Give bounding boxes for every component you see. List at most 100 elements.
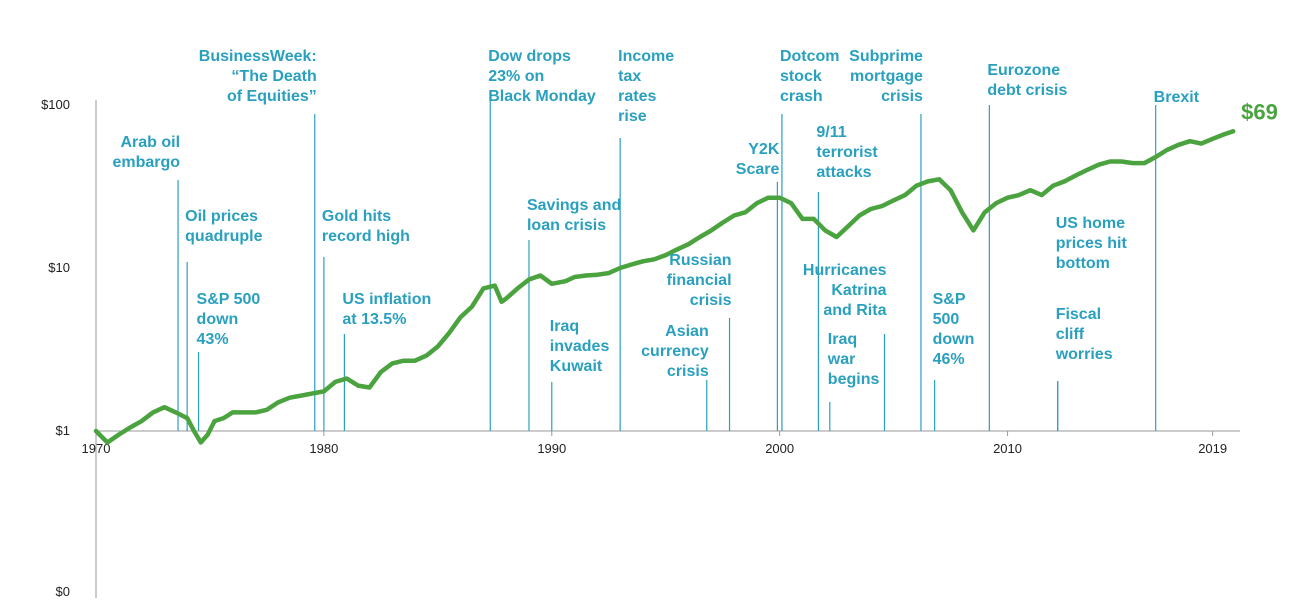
annotation-label: S&P 500 down 46% xyxy=(933,291,975,368)
x-tick-label: 2019 xyxy=(1198,441,1227,456)
annotation-label-line: Dow drops xyxy=(488,48,571,65)
annotation-label-line: crisis xyxy=(667,363,709,380)
annotation-label-line: Hurricanes xyxy=(803,262,887,279)
annotation-label-line: crisis xyxy=(881,88,923,105)
annotation-label: Asian currency crisis xyxy=(641,323,709,380)
annotation-label-line: and Rita xyxy=(823,302,886,319)
series-line xyxy=(93,129,1236,445)
annotation-label-line: down xyxy=(197,311,239,328)
annotation-lines xyxy=(177,100,1157,431)
annotation-label-line: 500 xyxy=(933,311,960,328)
annotation-label-line: Katrina xyxy=(831,282,886,299)
annotation-label: US inflation at 13.5% xyxy=(342,291,431,328)
annotation-label-line: Income xyxy=(618,48,674,65)
y-tick-label: $1 xyxy=(56,423,70,438)
annotation-label-line: cliff xyxy=(1056,326,1085,343)
annotation-label-line: rise xyxy=(618,108,647,125)
annotation-label-line: Gold hits xyxy=(322,208,391,225)
annotation-label-line: of Equities” xyxy=(227,88,317,105)
annotation-label-line: 43% xyxy=(197,331,229,348)
annotation-label-line: 46% xyxy=(933,351,965,368)
annotation-label: Iraq war begins xyxy=(827,331,880,388)
annotation-label-line: quadruple xyxy=(185,228,262,245)
annotation-label-line: debt crisis xyxy=(987,82,1067,99)
y-tick-label: $10 xyxy=(48,260,70,275)
annotation-label-line: Fiscal xyxy=(1056,306,1101,323)
annotation-label: Iraq invades Kuwait xyxy=(550,318,610,375)
annotation-label-line: Asian xyxy=(665,323,709,340)
annotation-label-line: stock xyxy=(780,68,822,85)
x-tick-label: 1970 xyxy=(82,441,111,456)
annotation-label-line: Iraq xyxy=(550,318,579,335)
annotation-label-line: Y2K xyxy=(748,141,780,158)
annotation-label-line: worries xyxy=(1055,346,1113,363)
annotation-label-line: tax xyxy=(618,68,641,85)
annotation-label-line: rates xyxy=(618,88,656,105)
annotation-label-line: 9/11 xyxy=(816,124,846,141)
annotation-label: Subprime mortgage crisis xyxy=(849,48,923,105)
annotation-label-line: terrorist xyxy=(816,144,878,161)
annotation-label-line: at 13.5% xyxy=(342,311,406,328)
annotation-label-line: S&P 500 xyxy=(197,291,261,308)
annotation-label-line: “The Death xyxy=(231,68,316,85)
annotation-label-line: Scare xyxy=(736,161,780,178)
annotation-label-line: Oil prices xyxy=(185,208,258,225)
annotation-label-line: down xyxy=(933,331,975,348)
annotation-label: Gold hits record high xyxy=(322,208,410,245)
annotation-label-line: Brexit xyxy=(1154,89,1200,106)
annotation-label-line: bottom xyxy=(1056,255,1110,272)
annotation-label-line: Iraq xyxy=(828,331,857,348)
annotation-label-line: loan crisis xyxy=(527,217,606,234)
series xyxy=(93,129,1236,445)
x-tick-label: 2010 xyxy=(993,441,1022,456)
annotation-label-line: invades xyxy=(550,338,610,355)
annotation-label-line: crisis xyxy=(690,292,732,309)
annotation-label-line: 23% on xyxy=(488,68,544,85)
annotation-label-line: war xyxy=(827,351,856,368)
annotation-label-line: US inflation xyxy=(342,291,431,308)
y-tick-label: $0 xyxy=(56,584,70,599)
annotation-label-line: Black Monday xyxy=(488,88,596,105)
annotation-label: Eurozone debt crisis xyxy=(987,62,1067,99)
annotation-label-line: Dotcom xyxy=(780,48,840,65)
annotation-label: Russian financial crisis xyxy=(667,252,732,309)
annotation-label-line: US home xyxy=(1056,215,1125,232)
annotation-label: Dotcom stock crash xyxy=(780,48,840,105)
annotation-label-line: record high xyxy=(322,228,410,245)
annotation-label-line: currency xyxy=(641,343,709,360)
annotation-label-line: BusinessWeek: xyxy=(199,48,317,65)
annotation-labels: Arab oil embargo Oil prices quadruple S&P 50… xyxy=(112,48,1199,388)
annotation-label-line: Subprime xyxy=(849,48,923,65)
annotation-label-line: Russian xyxy=(669,252,731,269)
annotation-label: 9/11 terrorist attacks xyxy=(816,124,878,181)
annotation-label: Oil prices quadruple xyxy=(185,208,262,245)
annotation-label-line: attacks xyxy=(816,164,871,181)
annotation-label-line: financial xyxy=(667,272,732,289)
annotation-label: Brexit xyxy=(1154,89,1200,106)
annotation-label-line: Eurozone xyxy=(987,62,1060,79)
ticks: $100 $10 $1 $0 1970 1980 1990 2000 2010 2019 xyxy=(41,97,1227,599)
annotation-label-line: Kuwait xyxy=(550,358,603,375)
annotation-label: Savings and loan crisis xyxy=(527,197,621,234)
annotation-label-line: mortgage xyxy=(850,68,923,85)
annotation-label: BusinessWeek: “The Death of Equities” xyxy=(199,48,317,105)
annotation-label: US home prices hit bottom xyxy=(1056,215,1128,272)
annotation-label: Hurricanes Katrina and Rita xyxy=(803,262,887,319)
axes xyxy=(95,100,1240,598)
annotation-label: Income tax rates rise xyxy=(618,48,674,125)
annotation-label: Y2K Scare xyxy=(736,141,780,178)
annotation-label-line: begins xyxy=(828,371,880,388)
annotation-label-line: prices hit xyxy=(1056,235,1128,252)
x-tick-label: 1990 xyxy=(537,441,566,456)
annotation-label: S&P 500 down 43% xyxy=(197,291,261,348)
x-tick-label: 1980 xyxy=(309,441,338,456)
annotation-label-line: S&P xyxy=(933,291,966,308)
y-tick-label: $100 xyxy=(41,97,70,112)
x-tick-label: 2000 xyxy=(765,441,794,456)
annotation-label-line: crash xyxy=(780,88,823,105)
end-value-label: $69 xyxy=(1241,99,1278,124)
annotation-label: Arab oil embargo xyxy=(112,134,180,171)
annotation-label-line: embargo xyxy=(112,154,180,171)
annotation-label-line: Savings and xyxy=(527,197,621,214)
